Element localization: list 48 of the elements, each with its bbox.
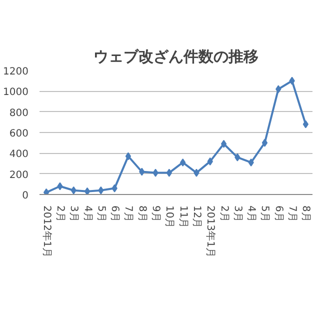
point	[98, 186, 104, 194]
y-tick-label: 600	[9, 128, 29, 140]
point	[276, 85, 282, 94]
point	[180, 158, 186, 166]
x-tick-label: 3月	[68, 206, 80, 222]
x-tick-label: 4月	[82, 206, 93, 222]
point	[220, 140, 227, 148]
point	[262, 138, 268, 147]
point	[234, 153, 240, 162]
point	[139, 168, 145, 176]
x-tick-label: 8月	[300, 206, 312, 222]
point	[57, 182, 63, 190]
x-tick-label: 7月	[286, 206, 298, 222]
x-tick-label: 7月	[122, 206, 134, 222]
x-tick-label: 8月	[136, 206, 148, 222]
point	[152, 168, 158, 177]
x-tick-label: 2012年1月	[40, 206, 53, 258]
x-tick-label: 12月	[190, 206, 202, 228]
y-tick-label: 200	[9, 170, 29, 181]
x-tick-label: 11月	[177, 206, 188, 228]
x-tick-label: 2月	[54, 206, 66, 222]
x-tick-label: 9月	[150, 206, 162, 222]
x-tick-label: 4月	[246, 206, 257, 222]
x-tick-label: 5月	[259, 206, 270, 222]
x-tick-label: 2月	[218, 206, 230, 222]
point	[289, 76, 295, 85]
point	[112, 184, 118, 192]
x-tick-label: 5月	[95, 206, 106, 222]
point	[84, 187, 90, 194]
point	[166, 168, 172, 177]
x-tick-label: 6月	[109, 206, 120, 222]
point	[207, 157, 213, 166]
y-tick-label: 1200	[3, 66, 29, 78]
x-tick-label: 10月	[164, 206, 175, 228]
point	[125, 152, 132, 160]
y-tick-label: 0	[22, 190, 29, 202]
chart-title: ウェブ改ざん件数の推移	[94, 48, 258, 66]
y-tick-label: 400	[9, 149, 29, 160]
x-tick-label: 3月	[232, 206, 243, 222]
point	[70, 186, 76, 194]
point	[248, 158, 254, 166]
point	[302, 120, 309, 128]
point	[43, 188, 50, 194]
x-tick-label: 6月	[272, 206, 284, 222]
y-tick-label: 1000	[3, 87, 29, 98]
point	[194, 168, 200, 177]
x-tick-label: 2013年1月	[204, 206, 217, 258]
y-tick-label: 800	[9, 108, 29, 119]
